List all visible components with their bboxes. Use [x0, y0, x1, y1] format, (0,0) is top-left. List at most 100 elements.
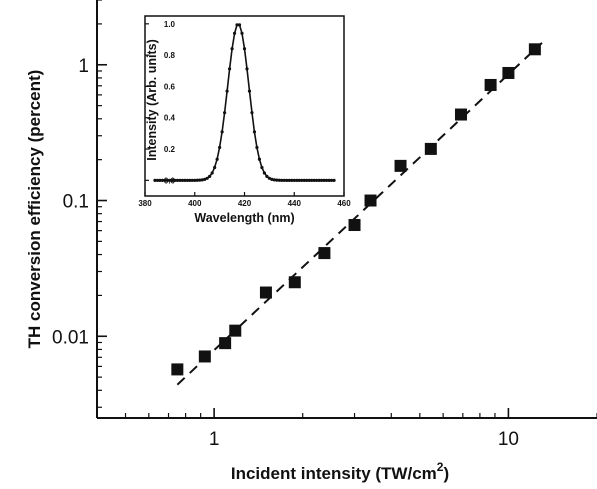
inset-spectrum-point — [317, 178, 321, 182]
inset-spectrum-point — [205, 176, 209, 180]
inset-spectrum-point — [265, 174, 269, 178]
inset-spectrum-point — [272, 178, 276, 182]
inset-x-tick-label: 420 — [238, 199, 252, 208]
inset-spectrum-point — [285, 178, 289, 182]
inset-spectrum-point — [267, 176, 271, 180]
x-tick-label: 10 — [498, 429, 519, 450]
inset-spectrum-point — [252, 130, 257, 134]
inset-y-tick-label: 0.4 — [164, 114, 176, 123]
inset-spectrum-point — [312, 178, 316, 182]
inset-spectrum-point — [327, 178, 331, 182]
inset-spectrum-point — [193, 178, 197, 182]
inset-spectrum-point — [235, 23, 239, 27]
inset-spectrum-point — [213, 165, 217, 170]
x-axis-title-tail: ) — [443, 464, 449, 483]
inset-spectrum-point — [322, 178, 326, 182]
data-point — [502, 66, 515, 79]
inset-spectrum-point — [185, 178, 189, 182]
inset-spectrum-point — [315, 178, 319, 182]
inset-spectrum-point — [190, 178, 194, 182]
data-point — [229, 324, 242, 337]
x-axis-title-superscript: 2 — [437, 460, 444, 474]
inset-spectrum-point — [329, 178, 334, 182]
inset-spectrum-point — [227, 67, 232, 71]
inset-spectrum-point — [163, 178, 167, 182]
y-tick-label: 1 — [78, 56, 89, 77]
x-tick-label: 1 — [209, 429, 220, 450]
inset-y-tick-label: 0.8 — [164, 51, 176, 60]
inset-spectrum-point — [292, 178, 296, 182]
data-point — [198, 350, 211, 363]
y-tick-label: 0.1 — [63, 192, 89, 213]
inset-spectrum-point — [300, 178, 304, 182]
fit-line — [176, 42, 543, 386]
inset-spectrum-point — [188, 178, 192, 182]
data-point — [424, 142, 437, 155]
inset-spectrum-point — [282, 178, 286, 182]
inset-spectrum-point — [178, 178, 182, 182]
inset-spectrum-point — [255, 145, 259, 150]
inset-spectrum-point — [225, 89, 229, 93]
inset-y-tick-label: 1.0 — [164, 20, 176, 29]
inset-chart: 3804004204404600.00.20.40.60.81.0Wavelen… — [138, 15, 351, 225]
inset-spectrum-point — [290, 178, 294, 182]
inset-x-tick-label: 440 — [288, 199, 302, 208]
inset-spectrum-point — [203, 177, 207, 181]
inset-spectrum-point — [180, 178, 184, 182]
x-axis-title: Incident intensity (TW/cm2) — [231, 460, 449, 483]
data-point — [318, 247, 331, 260]
inset-spectrum-point — [302, 178, 306, 182]
inset-spectrum-point — [198, 178, 202, 182]
inset-spectrum-point — [237, 23, 242, 27]
inset-x-tick-label: 380 — [138, 199, 152, 208]
inset-spectrum-point — [295, 178, 299, 182]
y-tick-label: 0.01 — [52, 327, 89, 348]
inset-spectrum-point — [230, 47, 234, 51]
inset-spectrum-point — [218, 145, 222, 150]
inset-spectrum-point — [208, 174, 212, 178]
inset-spectrum-point — [320, 178, 324, 182]
data-point — [364, 194, 377, 207]
inset-spectrum-point — [270, 177, 274, 181]
inset-frame — [144, 15, 345, 197]
inset-spectrum-point — [257, 157, 262, 161]
inset-spectrum-point — [310, 178, 314, 182]
inset-spectrum-point — [324, 178, 329, 182]
inset-spectrum-point — [232, 31, 237, 35]
inset-spectrum-point — [158, 178, 162, 182]
inset-spectrum-point — [165, 178, 169, 182]
inset-spectrum-point — [247, 89, 252, 93]
data-point — [219, 337, 232, 350]
inset-spectrum-point — [170, 178, 174, 182]
inset-spectrum-point — [262, 171, 266, 175]
data-point — [394, 159, 407, 172]
inset-spectrum-point — [287, 178, 291, 182]
inset-spectrum-point — [183, 178, 187, 182]
inset-spectrum-point — [240, 31, 244, 35]
inset-spectrum-point — [307, 178, 311, 182]
data-point — [259, 286, 272, 299]
inset-spectrum-point — [173, 178, 177, 182]
inset-spectrum-point — [332, 178, 336, 182]
data-point — [348, 219, 361, 232]
inset-spectrum-point — [215, 157, 219, 161]
inset-x-tick-label: 400 — [188, 199, 202, 208]
inset-y-axis-title: Intensity (Arb. units) — [145, 39, 159, 161]
inset-spectrum-point — [175, 178, 179, 182]
inset-spectrum-point — [250, 111, 254, 115]
inset-spectrum-point — [153, 178, 157, 182]
inset-spectrum-point — [200, 178, 204, 182]
data-point — [288, 276, 301, 289]
inset-spectrum-point — [305, 178, 309, 182]
x-axis-title-main: Incident intensity (TW/cm — [231, 464, 437, 483]
inset-spectrum-point — [210, 171, 214, 175]
y-axis-title: TH conversion efficiency (percent) — [25, 70, 44, 349]
inset-x-axis-title: Wavelength (nm) — [194, 211, 294, 225]
inset-y-tick-label: 0.6 — [164, 82, 176, 91]
inset-spectrum-point — [242, 47, 247, 51]
inset-y-tick-label: 0.2 — [164, 145, 176, 154]
data-point — [454, 108, 467, 121]
inset-spectrum-point — [195, 178, 199, 182]
